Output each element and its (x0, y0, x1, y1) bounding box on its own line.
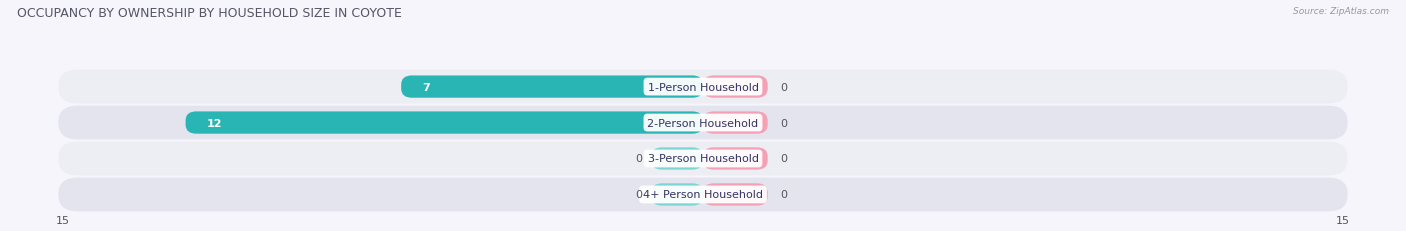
Text: 0: 0 (780, 154, 787, 164)
Text: 15: 15 (1336, 215, 1350, 225)
FancyBboxPatch shape (59, 142, 1347, 176)
Text: 0: 0 (636, 154, 643, 164)
Text: Source: ZipAtlas.com: Source: ZipAtlas.com (1294, 7, 1389, 16)
Text: 3-Person Household: 3-Person Household (648, 154, 758, 164)
Text: 4+ Person Household: 4+ Person Household (643, 190, 763, 200)
Text: 0: 0 (636, 190, 643, 200)
Text: 0: 0 (780, 190, 787, 200)
FancyBboxPatch shape (703, 148, 768, 170)
FancyBboxPatch shape (59, 178, 1347, 211)
FancyBboxPatch shape (401, 76, 703, 98)
FancyBboxPatch shape (59, 106, 1347, 140)
Text: 1-Person Household: 1-Person Household (648, 82, 758, 92)
Text: 12: 12 (207, 118, 222, 128)
FancyBboxPatch shape (703, 112, 768, 134)
FancyBboxPatch shape (703, 76, 768, 98)
Text: OCCUPANCY BY OWNERSHIP BY HOUSEHOLD SIZE IN COYOTE: OCCUPANCY BY OWNERSHIP BY HOUSEHOLD SIZE… (17, 7, 402, 20)
Text: 15: 15 (56, 215, 70, 225)
FancyBboxPatch shape (186, 112, 703, 134)
Text: 7: 7 (423, 82, 430, 92)
Text: 2-Person Household: 2-Person Household (647, 118, 759, 128)
FancyBboxPatch shape (59, 70, 1347, 104)
Text: 0: 0 (780, 82, 787, 92)
FancyBboxPatch shape (651, 148, 703, 170)
Text: 0: 0 (780, 118, 787, 128)
FancyBboxPatch shape (651, 183, 703, 206)
FancyBboxPatch shape (703, 183, 768, 206)
